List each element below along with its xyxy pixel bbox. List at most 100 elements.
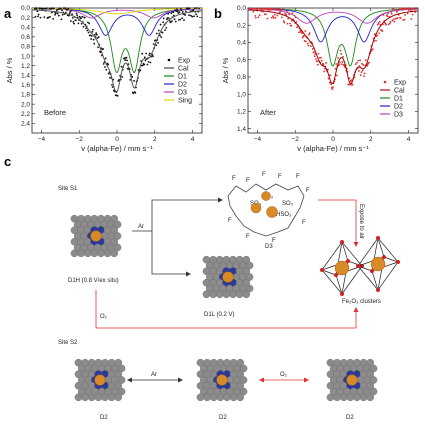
iron-atom (216, 374, 228, 386)
y-tick-label: 0,8 (237, 74, 246, 81)
y-tick-label: 1,2 (237, 109, 246, 116)
exp-point (268, 7, 271, 10)
exp-point (327, 77, 330, 80)
exp-point (178, 11, 181, 14)
exp-point (396, 17, 399, 19)
exp-point (258, 14, 261, 17)
exp-point (37, 15, 39, 18)
exp-point (378, 32, 381, 35)
ar-label-top: Ar (138, 224, 144, 230)
oxygen-atom (356, 264, 360, 268)
y-axis-label: Abs / % (5, 57, 14, 83)
fit-curve-cal (31, 9, 203, 94)
exp-point (155, 32, 158, 35)
exp-point (92, 38, 95, 41)
exp-point (409, 8, 412, 11)
exp-point (126, 59, 129, 62)
octahedron-edge (377, 237, 385, 258)
exp-point (76, 14, 79, 17)
exp-point (272, 16, 275, 19)
exp-point (320, 59, 323, 62)
carbon-atom (90, 249, 99, 258)
expose-label: Expose to air (358, 204, 364, 239)
exp-point (109, 76, 111, 79)
carbon-atom (101, 393, 109, 402)
iron-atom (370, 256, 386, 272)
exp-point (174, 20, 177, 23)
x-axis-label: v (alpha-Fe) / mm s⁻¹ (81, 144, 153, 153)
exp-point (308, 32, 311, 35)
panel-letter-b: b (214, 6, 222, 21)
exp-point (78, 15, 81, 18)
carbon-atom (339, 393, 348, 402)
o2-label-s1: O₂ (100, 314, 108, 320)
exp-point (285, 13, 288, 16)
legend-label: Exp (394, 79, 406, 86)
carbon-atom (110, 226, 119, 235)
carbon-atom (110, 214, 119, 223)
exp-point (148, 54, 151, 56)
exp-point (43, 16, 46, 19)
fe2o3-label: Fe₂O₃ clusters (342, 299, 381, 305)
y-tick-label: 1,0 (237, 91, 246, 98)
octahedron-edge (377, 237, 399, 263)
exp-point (295, 20, 298, 23)
exp-point (387, 12, 389, 15)
exp-points (249, 7, 417, 91)
exp-point (161, 31, 164, 34)
x-tick-label: 0 (115, 136, 119, 143)
exp-point (368, 61, 370, 64)
octahedron-edge (357, 237, 379, 267)
mossbauer-chart-after: −4 −2 0 2 4 0,0 0,2 0,4 0,6 0,8 1,0 1,2 1,4 v (alpha-… (221, 5, 419, 153)
d1h-label: D1H (0.8 V/ex situ) (68, 278, 119, 284)
fluorine-label: F (228, 218, 232, 224)
o2-label-s2: O₂ (280, 372, 288, 378)
exp-point (325, 62, 327, 64)
exp-point (320, 56, 322, 59)
x-tick-label: 4 (191, 136, 195, 143)
oxygen-atom (340, 240, 344, 244)
iron-atom (222, 271, 234, 283)
fluorine-label: F (262, 172, 266, 178)
exp-point (60, 18, 63, 21)
carbon-atom (114, 370, 123, 379)
exp-point (81, 15, 84, 18)
sulfonate-label: HSO₃ (276, 212, 292, 218)
carbon-atom (366, 381, 375, 390)
exp-point (358, 70, 360, 72)
exp-point (172, 14, 175, 17)
exp-point (332, 86, 334, 88)
exp-point (152, 55, 154, 58)
x-tick-label: −2 (76, 136, 84, 143)
exp-point (143, 56, 146, 59)
exp-point (286, 22, 289, 25)
exp-point (252, 10, 255, 13)
exp-point (357, 59, 360, 62)
graphene-sheet-d2-1 (74, 358, 126, 402)
oxygen-atom (346, 259, 350, 263)
carbon-atom (87, 393, 96, 402)
exp-point (378, 21, 381, 23)
arrow-ar-to-d3 (132, 197, 223, 232)
exp-point (309, 45, 312, 47)
exp-point (192, 9, 195, 12)
exp-point (272, 15, 274, 18)
exp-point (328, 81, 331, 84)
arrow-ar-to-d1l (151, 231, 191, 277)
exp-point (371, 48, 374, 51)
carbon-atom (202, 290, 211, 299)
exp-point (69, 20, 72, 22)
exp-point (80, 17, 82, 19)
exp-point (265, 13, 267, 16)
fit-curve-cal (247, 9, 419, 85)
exp-point (362, 63, 365, 66)
exp-point (170, 12, 173, 15)
exp-point (350, 79, 353, 82)
exp-point (363, 72, 366, 75)
y-axis-label: Abs / % (221, 57, 230, 83)
exp-point (411, 13, 414, 16)
carbon-atom (366, 358, 375, 367)
exp-point (125, 56, 128, 59)
octahedron-edge (321, 241, 343, 271)
exp-point (71, 13, 74, 16)
